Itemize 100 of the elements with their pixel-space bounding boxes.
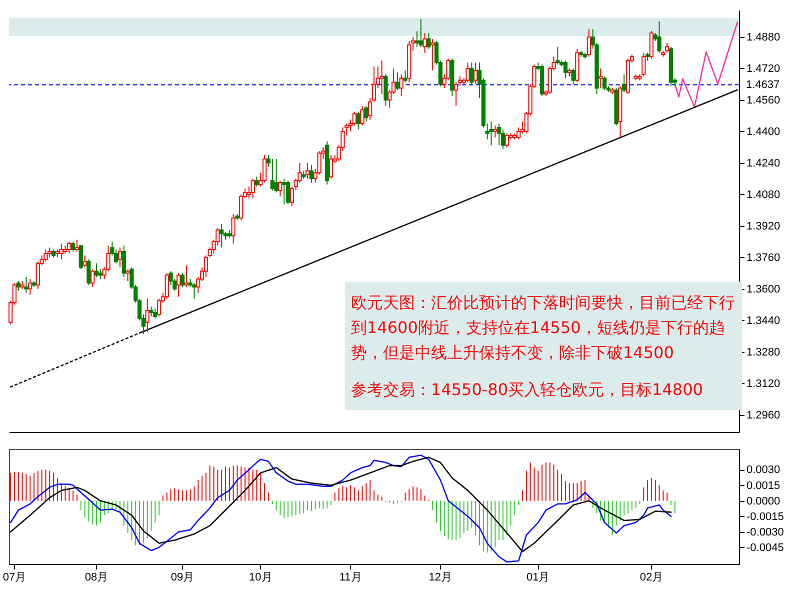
candlestick <box>20 280 24 290</box>
candlestick <box>426 32 431 50</box>
y-tick-label: 1.2960 <box>746 409 780 422</box>
candlestick <box>24 276 28 294</box>
candlestick <box>384 74 388 106</box>
candlestick <box>278 180 282 197</box>
candlestick <box>493 125 498 138</box>
x-tick-label: 10月 <box>249 572 272 584</box>
annotation: 参考交易：14550-80买入轻仓欧元，目标14800 <box>351 379 704 401</box>
candlestick <box>446 58 450 81</box>
y-tick-label: -0.0015 <box>746 510 784 523</box>
x-tick-label: 01月 <box>526 572 550 584</box>
candlestick <box>192 282 196 300</box>
candlestick <box>454 82 458 106</box>
candlestick <box>239 194 244 221</box>
candlestick <box>286 180 290 205</box>
candlestick <box>118 247 122 268</box>
y-tick-label: 1.3600 <box>746 283 780 296</box>
candlestick <box>399 74 404 97</box>
candlestick <box>168 270 173 286</box>
candlestick <box>602 76 607 91</box>
candlestick <box>86 258 91 286</box>
candlestick <box>328 154 334 180</box>
ref-line-label: 1.4637 <box>746 78 780 91</box>
y-tick-label: 1.3280 <box>746 346 780 358</box>
candlestick <box>67 241 72 254</box>
candlestick <box>48 247 52 258</box>
candlestick <box>235 214 240 221</box>
candlestick <box>51 249 56 258</box>
candlestick <box>496 123 502 146</box>
candlestick <box>512 132 517 140</box>
candlestick <box>470 62 474 85</box>
candlestick <box>668 46 674 87</box>
candlestick <box>430 38 435 71</box>
candlestick <box>500 128 506 150</box>
candlestick <box>145 298 150 333</box>
candlestick <box>55 249 60 258</box>
candlestick <box>489 121 494 146</box>
candlestick <box>63 245 68 254</box>
y-tick-label: 1.3760 <box>746 252 780 264</box>
x-tick-label: 07月 <box>2 572 26 584</box>
candlestick <box>114 249 118 264</box>
candlestick <box>298 162 302 184</box>
candlestick <box>71 241 76 252</box>
y-tick-label: 1.4240 <box>746 157 780 170</box>
candlestick <box>645 52 650 62</box>
candlestick <box>309 164 314 184</box>
candlestick <box>661 50 666 58</box>
y-tick-label: 1.3440 <box>746 314 780 327</box>
candlestick <box>540 64 544 97</box>
candlestick <box>250 178 255 199</box>
candlestick <box>282 178 286 205</box>
y-tick-label: -0.0030 <box>746 526 784 538</box>
y-tick-label: 1.4080 <box>746 188 780 201</box>
candlestick <box>184 264 188 288</box>
candlestick <box>657 20 662 54</box>
candlestick <box>598 68 603 89</box>
candlestick <box>649 30 654 60</box>
candlestick <box>74 239 80 252</box>
y-tick-label: 1.3120 <box>746 378 780 390</box>
y-tick-label: 0.0000 <box>746 495 780 508</box>
line-series <box>674 21 738 108</box>
candlestick <box>364 105 368 122</box>
candlestick <box>94 262 99 278</box>
candlestick <box>274 158 278 193</box>
candlestick <box>149 306 154 317</box>
candlestick <box>216 227 220 246</box>
candlestick <box>262 154 267 184</box>
y-tick-label: 0.0030 <box>746 464 780 476</box>
x-tick-label: 08月 <box>84 572 108 584</box>
candlestick <box>28 278 32 296</box>
y-tick-label: 1.4560 <box>746 94 780 106</box>
candlestick <box>106 245 110 272</box>
candlestick <box>32 280 36 288</box>
candlestick <box>516 127 521 140</box>
candlestick <box>176 272 181 298</box>
candlestick <box>153 308 158 319</box>
annotation: 欧元天图：汇价比预计的下落时间要快，目前已经下行到14600附近，支持位在14550，短线仍是下行的趋势，但是中线上升保持不变，除非下破14500 <box>351 292 736 364</box>
y-tick-label: 0.0015 <box>746 480 780 492</box>
candlestick <box>231 214 236 244</box>
candlestick <box>90 268 95 288</box>
candlestick <box>422 32 427 54</box>
candlestick <box>586 28 591 58</box>
candlestick <box>36 260 40 290</box>
candlestick <box>254 176 259 188</box>
candlestick <box>157 298 162 317</box>
candlestick <box>582 52 588 60</box>
y-tick-label: 1.4400 <box>746 126 780 138</box>
candlestick <box>59 243 64 260</box>
candlestick <box>614 88 618 126</box>
candlestick <box>642 52 646 77</box>
candlestick <box>548 66 552 95</box>
candlestick <box>360 105 364 126</box>
x-tick-label: 11月 <box>339 572 362 584</box>
y-tick-label: 1.4880 <box>746 31 780 44</box>
candlestick <box>98 268 103 280</box>
candlestick <box>122 245 126 278</box>
candlestick <box>395 72 400 91</box>
x-tick-label: 12月 <box>428 572 452 584</box>
candlestick <box>44 249 48 262</box>
